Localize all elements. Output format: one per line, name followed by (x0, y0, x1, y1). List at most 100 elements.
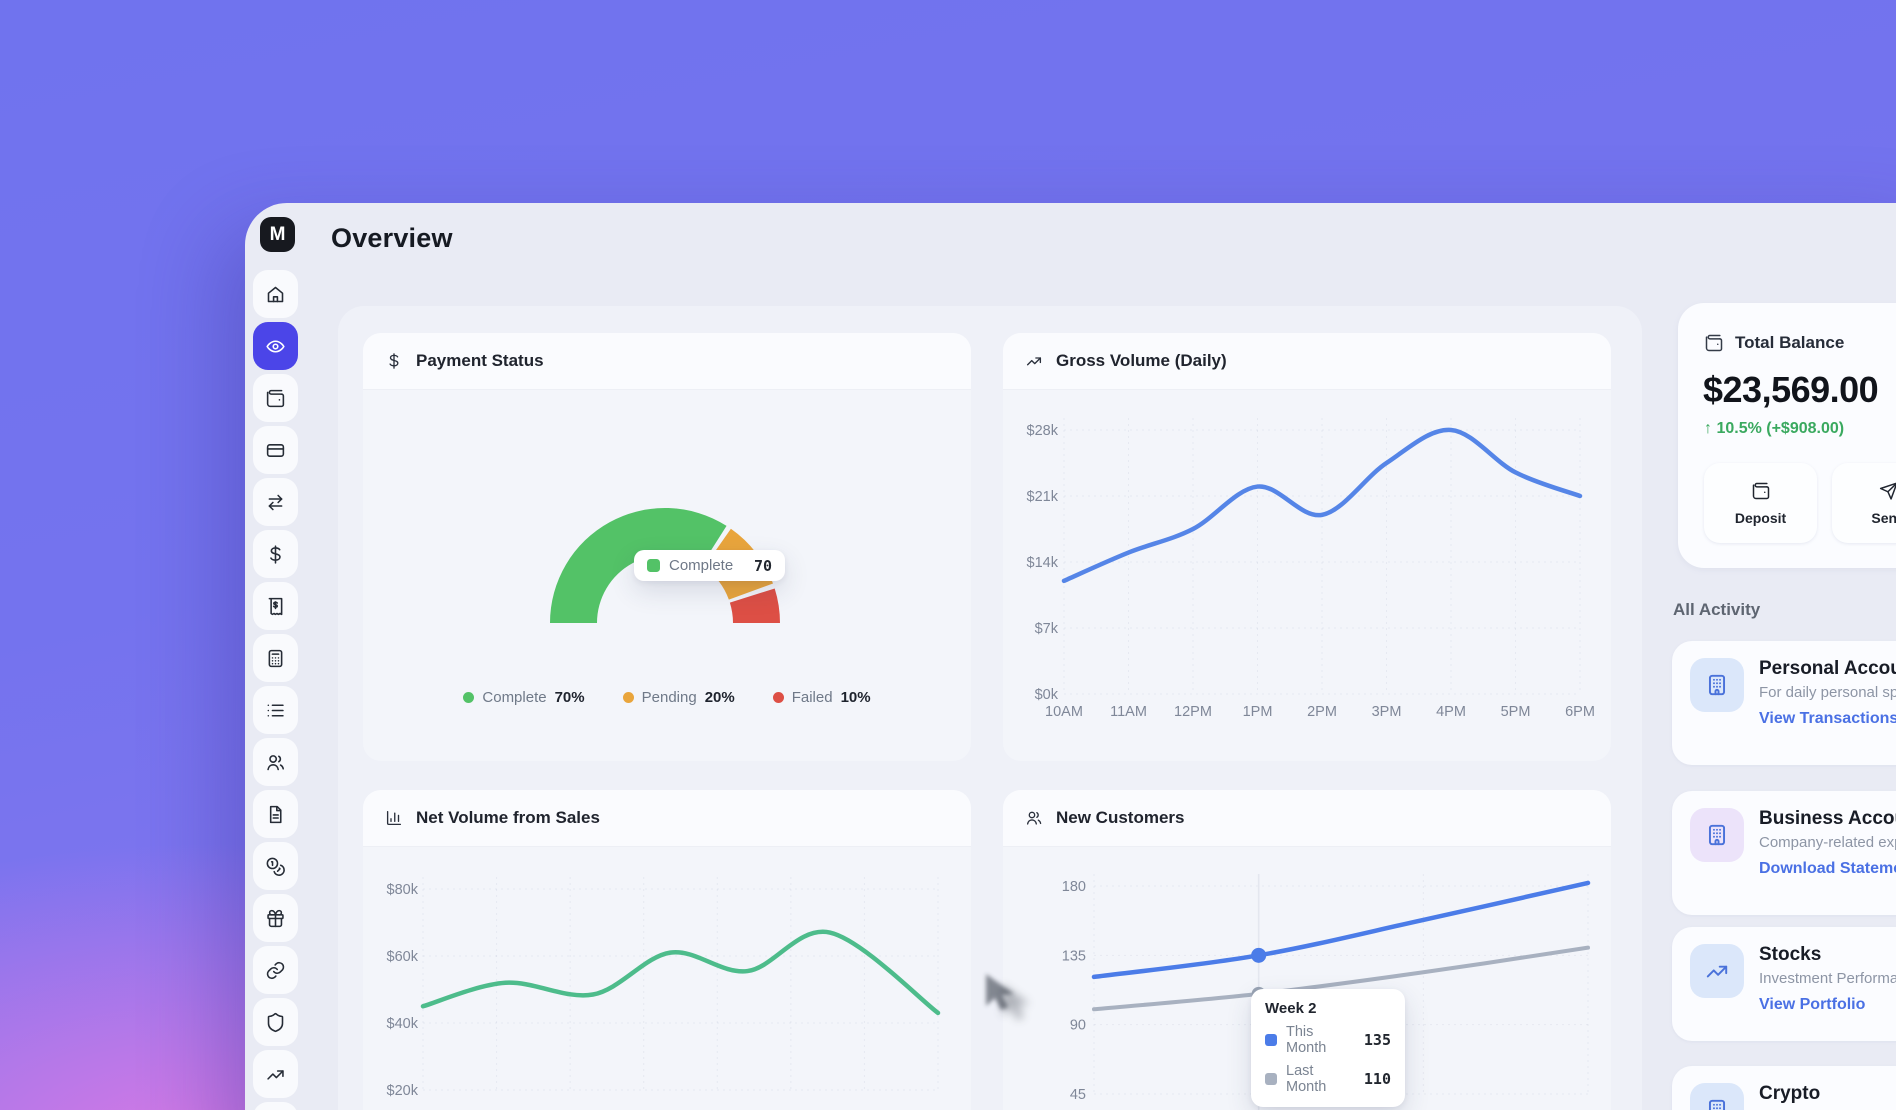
sidebar-item-dollar[interactable] (253, 530, 298, 578)
svg-text:11AM: 11AM (1110, 704, 1147, 720)
svg-text:2PM: 2PM (1307, 704, 1337, 720)
view-transactions-link[interactable]: View Transactions (1759, 710, 1896, 727)
sidebar-item-credit-card[interactable] (253, 426, 298, 474)
gross-volume-card: Gross Volume (Daily) $28k $21k $14k $7k $0k 1… (1003, 333, 1611, 761)
sidebar-icon-rail (253, 270, 298, 1110)
activity-title: Personal Account (1759, 658, 1896, 679)
total-balance-card: Total Balance $23,569.00 ↑ 10.5% (+$908.… (1678, 303, 1896, 568)
tooltip-swatch (647, 559, 660, 572)
legend-label: Pending (641, 689, 697, 706)
svg-text:4PM: 4PM (1436, 704, 1466, 720)
activity-item-stocks[interactable]: Stocks Investment Performance View Portf… (1672, 927, 1896, 1041)
failed-dot (772, 692, 784, 703)
gross-volume-title: Gross Volume (Daily) (1056, 351, 1227, 370)
activity-title: Stocks (1759, 944, 1822, 965)
legend-item-complete: Complete 70% (463, 689, 585, 706)
sidebar-item-shield[interactable] (253, 998, 298, 1046)
net-volume-card-header: Net Volume from Sales (363, 790, 971, 847)
calculator-icon (265, 648, 286, 669)
balance-amount: $23,569.00 (1703, 369, 1879, 410)
svg-text:90: 90 (1070, 1018, 1086, 1034)
sidebar-item-coins[interactable] (253, 842, 298, 890)
sidebar-item-eye[interactable] (253, 322, 298, 370)
building-icon (1690, 1083, 1744, 1110)
svg-text:10AM: 10AM (1045, 704, 1083, 720)
legend-label: Complete (482, 689, 547, 706)
svg-text:$28k: $28k (1027, 423, 1059, 439)
download-statements-link[interactable]: Download Statements (1759, 860, 1896, 877)
tooltip-value: 70 (753, 556, 772, 575)
tooltip-label: Last Month (1286, 1063, 1327, 1095)
net-volume-title: Net Volume from Sales (416, 808, 600, 827)
pending-dot (622, 692, 634, 703)
sidebar-item-receipt[interactable] (253, 582, 298, 630)
payment-status-card-header: Payment Status (363, 333, 971, 390)
gauge-tooltip: Complete 70 (634, 550, 785, 581)
sidebar-item-calculator[interactable] (253, 634, 298, 682)
tooltip-row-this-month: This Month 135 (1265, 1024, 1391, 1056)
coins-icon (265, 856, 286, 877)
sidebar-item-arrows-swap[interactable] (253, 478, 298, 526)
arrows-swap-icon (265, 492, 286, 513)
view-portfolio-link[interactable]: View Portfolio (1759, 996, 1866, 1013)
shield-icon (265, 1012, 286, 1033)
chart-column-icon (385, 809, 403, 827)
sidebar-item-file[interactable] (253, 790, 298, 838)
sidebar-item-users[interactable] (253, 738, 298, 786)
net-volume-line-chart[interactable]: $80k $60k $40k $20k (363, 847, 971, 1110)
link-icon (265, 960, 286, 981)
last-month-swatch (1265, 1073, 1277, 1085)
page-title: Overview (331, 223, 453, 253)
sidebar-item-link[interactable] (253, 946, 298, 994)
file-icon (265, 804, 286, 825)
svg-text:180: 180 (1062, 879, 1086, 895)
svg-text:5PM: 5PM (1501, 704, 1531, 720)
sidebar-item-wallet[interactable] (253, 374, 298, 422)
sidebar-item-home[interactable] (253, 270, 298, 318)
svg-text:12PM: 12PM (1174, 704, 1212, 720)
sidebar-item-list[interactable] (253, 686, 298, 734)
activity-item-business-account[interactable]: Business Account Company-related expense… (1672, 791, 1896, 915)
svg-text:3PM: 3PM (1372, 704, 1402, 720)
deposit-button[interactable]: Deposit (1704, 463, 1817, 543)
svg-text:$40k: $40k (387, 1016, 419, 1032)
legend-item-failed: Failed 10% (772, 689, 871, 706)
trending-up-icon (265, 1064, 286, 1085)
new-customers-title: New Customers (1056, 808, 1185, 827)
svg-text:$20k: $20k (387, 1083, 419, 1099)
activity-item-crypto[interactable]: Crypto Wallet & Exchange (1672, 1066, 1896, 1110)
list-icon (265, 700, 286, 721)
svg-text:6PM: 6PM (1565, 704, 1595, 720)
sidebar-item-trending-up[interactable] (253, 1050, 298, 1098)
legend-item-pending: Pending 20% (622, 689, 735, 706)
activity-item-personal-account[interactable]: Personal Account For daily personal spen… (1672, 641, 1896, 765)
send-button[interactable]: Send (1832, 463, 1896, 543)
svg-text:1PM: 1PM (1243, 704, 1273, 720)
trending-up-icon (1025, 352, 1043, 370)
net-volume-card: Net Volume from Sales $80k $60k $40k $20k (363, 790, 971, 1110)
app-logo[interactable]: M (260, 217, 295, 252)
sidebar-item-building[interactable] (253, 1102, 298, 1110)
activity-title: Crypto (1759, 1083, 1821, 1104)
legend-value: 70% (554, 689, 585, 706)
new-customers-card: New Customers 180 135 90 45 Week 2 This Mon… (1003, 790, 1611, 1110)
activity-subtitle: Company-related expenses (1759, 834, 1896, 851)
legend-value: 10% (840, 689, 871, 706)
building-icon (1690, 658, 1744, 712)
tooltip-label: This Month (1286, 1024, 1327, 1056)
svg-text:$21k: $21k (1027, 489, 1059, 505)
new-customers-card-header: New Customers (1003, 790, 1611, 847)
svg-text:$0k: $0k (1035, 687, 1059, 703)
wallet-icon (1704, 333, 1724, 353)
balance-header: Total Balance (1704, 333, 1844, 353)
tooltip-value: 135 (1363, 1031, 1391, 1049)
wallet-icon (265, 388, 286, 409)
sidebar-item-gift[interactable] (253, 894, 298, 942)
users-icon (265, 752, 286, 773)
gift-icon (265, 908, 286, 929)
home-icon (265, 284, 286, 305)
legend-label: Failed (791, 689, 833, 706)
wallet-icon (1751, 481, 1771, 501)
